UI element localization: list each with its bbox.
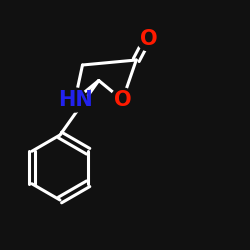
Text: O: O xyxy=(114,90,131,110)
Circle shape xyxy=(63,88,87,112)
Text: HN: HN xyxy=(58,90,92,110)
Circle shape xyxy=(137,27,161,51)
Circle shape xyxy=(110,88,134,112)
Text: O: O xyxy=(140,29,158,49)
